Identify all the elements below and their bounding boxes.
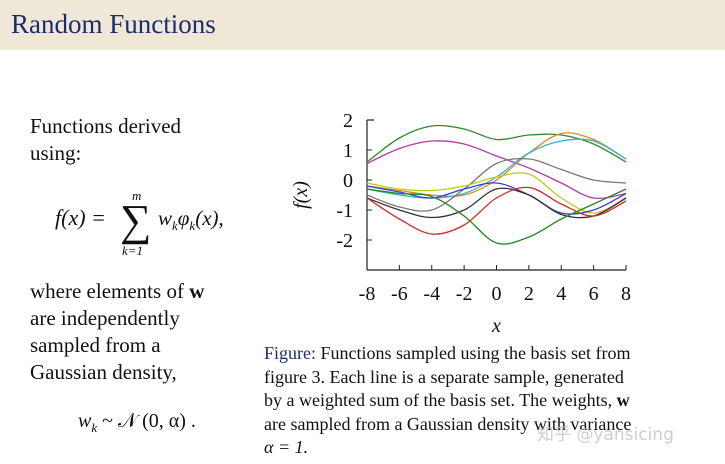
y-tick-label: 1 [343,140,353,162]
summation-symbol: ∑ [120,196,152,245]
caption-label: Figure: [264,343,316,363]
series-line-10 [366,188,627,245]
prior-distribution: ~ 𝒩 (0, α) . [97,410,196,432]
caption-weight-symbol: w [616,390,630,410]
caption-line-1: Figure: Functions sampled using the basi… [264,342,724,366]
caption-line-3: by a weighted sum of the basis set. The … [264,389,724,413]
desc-line-3: sampled from a [30,333,161,357]
watermark: 知乎 @yansicing [537,425,674,445]
prior-weight-symbol: w [78,410,92,432]
caption-line-5: α = 1. [264,437,309,457]
title-bar: Random Functions [0,0,725,50]
basis-subscript: k [189,218,196,234]
sum-upper-limit: m [132,188,142,203]
y-tick-label: 2 [343,110,353,132]
x-tick-label: -2 [456,283,473,305]
figure-caption: Figure: Functions sampled using the basi… [264,342,724,460]
x-tick-label: 0 [492,283,502,305]
slide-title: Random Functions [11,9,216,39]
caption-line-4: are sampled from a Gaussian density with… [264,413,632,434]
x-tick-label: -8 [359,283,376,305]
caption-line-2: figure 3. Each line is a separate sample… [264,366,624,387]
desc-line-1-text: where elements of [30,279,190,303]
prior-weight-subscript: k [91,420,98,435]
series-line-6 [366,172,627,214]
x-axis-label: x [491,315,501,337]
caption-line-3-text: by a weighted sum of the basis set. The … [264,390,617,410]
series-line-9 [366,186,627,235]
x-tick-label: 6 [589,283,599,305]
series-line-2 [366,140,627,200]
desc-line-1: where elements of w [30,278,204,305]
y-tick-label: -2 [336,230,353,252]
desc-weight-symbol: w [189,279,205,303]
series-line-5 [366,157,627,212]
chart-axes [366,119,627,271]
basis-symbol: φ [177,206,190,230]
equation-lhs: f(x) = [55,205,106,230]
chart-series [366,124,627,245]
weight-symbol: w [158,206,173,230]
desc-line-4: Gaussian density, [30,360,177,384]
y-axis-label: f(x) [290,181,312,209]
intro-line-2: using: [30,141,82,165]
x-tick-label: -4 [423,283,440,305]
equation-term: wkφk(x), [158,206,224,234]
y-tick-label: 0 [343,170,353,192]
sum-lower-limit: k=1 [122,243,144,258]
x-tick-label: 8 [621,283,631,305]
x-tick-label: 2 [524,283,534,305]
x-tick-label: -6 [391,283,408,305]
intro-line-1: Functions derived [30,114,182,138]
series-line-3 [366,132,627,197]
weight-subscript: k [172,218,178,234]
series-line-8 [366,187,627,219]
desc-line-2: are independently [30,306,180,330]
x-tick-label: 4 [556,283,566,305]
caption-line-1-text: Functions sampled using the basis set fr… [316,343,631,363]
basis-argument: (x), [195,206,224,230]
weight-prior-equation: wk ~ 𝒩 (0, α) . [78,410,196,436]
series-line-1 [366,124,627,163]
y-tick-label: -1 [336,200,353,222]
